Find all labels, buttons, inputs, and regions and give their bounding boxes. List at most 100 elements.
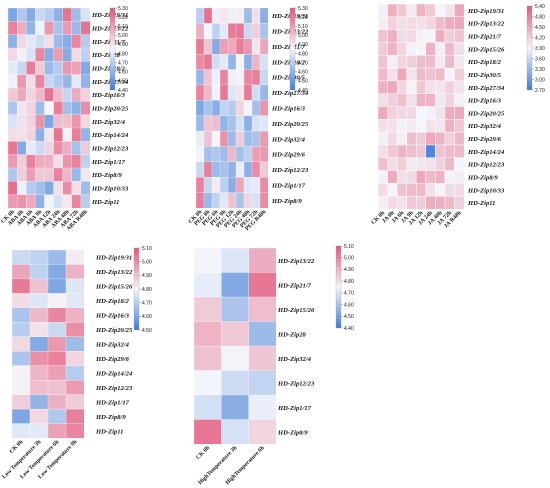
heatmap-cell	[259, 38, 269, 55]
heatmap-cell	[195, 23, 205, 40]
colorbar-tick-label: 5.40	[535, 4, 545, 10]
heatmap-cell	[415, 170, 427, 184]
heatmap-cell	[396, 157, 408, 172]
heatmap-cell	[444, 93, 455, 107]
heatmap-cell	[195, 130, 205, 147]
heatmap-cell	[26, 114, 36, 129]
heatmap-cell	[415, 93, 427, 107]
heatmap-cell	[227, 115, 237, 132]
heatmap-cell	[47, 365, 67, 381]
heatmap-panel-2: HD-Zip19/31HD-Zip13/22HD-Zip21/7HD-Zip18…	[188, 6, 309, 232]
heatmap-cell	[387, 3, 398, 18]
heatmap-cell	[227, 38, 237, 55]
heatmap-cell	[44, 74, 54, 89]
heatmap-cell	[71, 74, 82, 89]
heatmap-cell	[235, 7, 245, 24]
heatmap-cell	[11, 423, 31, 439]
heatmap-cell	[227, 84, 237, 101]
heatmap-cell	[396, 93, 408, 107]
heatmap-cell	[26, 194, 36, 209]
gene-label: HD-Zip13/22	[95, 269, 133, 276]
heatmap-cell	[387, 106, 398, 120]
heatmap-cell	[35, 141, 45, 156]
heatmap-cell	[7, 194, 18, 209]
heatmap-cell	[219, 69, 229, 86]
heatmap-cell	[203, 7, 213, 24]
heatmap-cell	[211, 115, 221, 132]
heatmap-cell	[211, 100, 221, 117]
heatmap-cell	[16, 141, 27, 156]
heatmap-cell	[44, 87, 54, 102]
heatmap-cell	[80, 127, 91, 142]
colorbar-tick-label: 5.20	[118, 15, 128, 21]
colorbar-tick-label: 5.10	[118, 24, 128, 30]
heatmap-cell	[406, 55, 417, 69]
heatmap-cell	[227, 23, 237, 40]
heatmap-cell	[444, 157, 455, 172]
heatmap-cell	[259, 161, 269, 178]
heatmap-cell	[425, 144, 436, 159]
heatmap-cell	[221, 272, 250, 298]
heatmap-cell	[62, 167, 73, 182]
heatmap-cell	[387, 55, 398, 69]
heatmap-cell	[243, 23, 253, 40]
heatmap-cell	[47, 307, 67, 323]
heatmap-cell	[435, 131, 446, 146]
colorbar-tick-label: 2.70	[535, 88, 545, 94]
heatmap-cell	[396, 67, 408, 82]
gene-label: HD-Zip18/2	[95, 298, 130, 305]
heatmap-cell	[406, 131, 417, 146]
heatmap-cell	[195, 38, 205, 55]
colorbar-tick-label: 5.00	[298, 33, 308, 39]
gene-label: HD-Zip12/23	[95, 385, 133, 392]
heatmap-cell	[387, 42, 398, 56]
heatmap-cell	[235, 192, 245, 209]
gene-label: HD-Zip21/7	[467, 34, 502, 41]
heatmap-cell	[62, 61, 73, 76]
colorbar-tick-label: 4.60	[344, 302, 354, 308]
heatmap-cell	[221, 247, 250, 273]
heatmap-cell	[219, 84, 229, 101]
heatmap-cell	[203, 177, 213, 193]
heatmap-cell	[435, 16, 446, 31]
colorbar-tick-label: 4.80	[344, 279, 354, 285]
heatmap-cell	[29, 249, 49, 265]
heatmap-cell	[454, 3, 465, 18]
heatmap-cell	[65, 307, 85, 323]
heatmap-cell	[7, 74, 18, 89]
heatmap-cell	[387, 183, 398, 197]
colorbar-tick-label: 5.10	[142, 246, 152, 252]
heatmap-cell	[71, 34, 82, 49]
heatmap-cell	[248, 345, 277, 371]
heatmap-cell	[7, 154, 18, 169]
heatmap-cell	[227, 69, 237, 86]
heatmap-cell	[415, 195, 427, 210]
heatmap-cell	[219, 54, 229, 70]
heatmap-cell	[406, 157, 417, 172]
heatmap-cell	[35, 87, 45, 102]
heatmap-cell	[219, 7, 229, 24]
heatmap-cell	[11, 336, 31, 352]
heatmap-cell	[71, 194, 82, 209]
heatmap-cell	[26, 34, 36, 49]
heatmap-cell	[26, 167, 36, 182]
heatmap-cell	[16, 154, 27, 169]
heatmap-cell	[35, 34, 45, 49]
heatmap-cell	[444, 170, 455, 184]
heatmap-cell	[35, 47, 45, 62]
heatmap-cell	[454, 170, 465, 184]
heatmap-cell	[227, 100, 237, 117]
heatmap-cell	[415, 119, 427, 133]
heatmap-cell	[47, 394, 67, 410]
heatmap-cell	[221, 419, 250, 445]
heatmap-cell	[227, 130, 237, 147]
heatmap-cell	[425, 195, 436, 210]
colorbar-tick-label: 3.00	[535, 77, 545, 83]
colorbar-tick-label: 5.20	[298, 15, 308, 21]
heatmap-cell	[435, 42, 446, 56]
heatmap-cell	[425, 42, 436, 56]
heatmap-cell	[235, 100, 245, 117]
heatmap-cell	[211, 192, 221, 209]
heatmap-cell	[415, 106, 427, 120]
